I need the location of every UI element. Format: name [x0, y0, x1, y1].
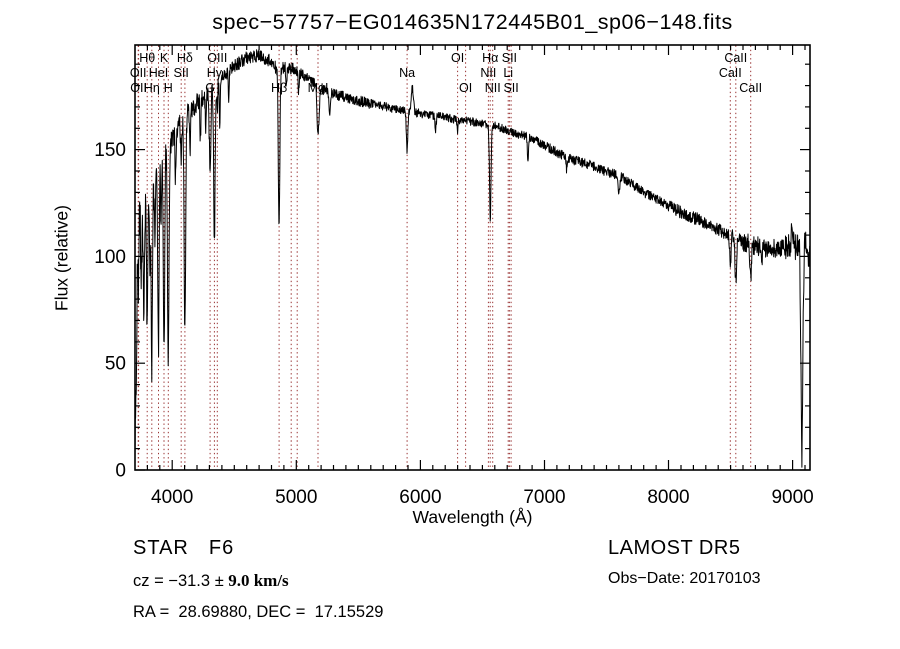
- spectral-line-label: NII: [480, 66, 496, 80]
- spectral-line-label: OIII: [207, 51, 227, 65]
- spectral-line-label: Hδ: [177, 51, 193, 65]
- y-tick-label: 150: [94, 140, 126, 161]
- y-tick-label: 100: [94, 247, 126, 268]
- x-axis-label: Wavelength (Å): [412, 507, 533, 527]
- spectral-line-label: SII: [174, 66, 189, 80]
- spectral-line-label: NII: [485, 81, 501, 95]
- x-tick-label: 6000: [399, 487, 441, 508]
- spectral-line-label: Hγ: [207, 66, 223, 80]
- spectral-line-label: CaII: [739, 81, 762, 95]
- classification-line: STAR F6: [133, 537, 234, 560]
- y-axis-label: Flux (relative): [51, 205, 72, 311]
- spectral-line-label: Hθ: [139, 51, 155, 65]
- spectral-line-label: Hβ: [271, 81, 287, 95]
- x-tick-label: 4000: [151, 487, 193, 508]
- radial-velocity-line: cz = −31.3 ± 9.0 km/s: [133, 571, 289, 591]
- object-class: STAR: [133, 537, 189, 559]
- spectral-line-label: H: [164, 81, 173, 95]
- ra-dec-line: RA = 28.69880, DEC = 17.15529: [133, 603, 384, 621]
- spectral-line-label: SII: [503, 81, 518, 95]
- spectral-line-label: G: [205, 81, 215, 95]
- cz-value: cz = −31.3: [133, 572, 215, 590]
- spectral-line-label: CaII: [724, 51, 747, 65]
- cz-uncertainty: ± 9.0 km/s: [214, 571, 289, 590]
- x-tick-label: 7000: [523, 487, 565, 508]
- spectral-line-label: OI: [459, 81, 472, 95]
- x-tick-label: 8000: [647, 487, 689, 508]
- x-tick-label: 5000: [275, 487, 317, 508]
- x-tick-label: 9000: [771, 487, 813, 508]
- spectral-line-label: OI: [451, 51, 464, 65]
- plot-frame: [134, 44, 811, 471]
- spectrum-path: [134, 49, 811, 468]
- spectral-line-label: HeI: [149, 66, 168, 80]
- spectral-line-label: OII: [130, 66, 147, 80]
- survey-release-label: LAMOST DR5: [608, 537, 741, 559]
- spectral-line-label: Hη: [144, 81, 160, 95]
- y-tick-label: 50: [105, 354, 126, 375]
- spectral-line-label: SII: [502, 51, 517, 65]
- spectral-line-label: Na: [399, 66, 415, 80]
- obs-date-label: Obs−Date: 20170103: [608, 570, 761, 587]
- chart-title: spec−57757−EG014635N172445B01_sp06−148.f…: [212, 10, 733, 34]
- spectral-line-label: Hα: [482, 51, 498, 65]
- spectral-line-label: CaII: [719, 66, 742, 80]
- spectral-line-label: Li: [503, 66, 513, 80]
- y-tick-label: 0: [115, 461, 126, 482]
- spectral-line-label: K: [160, 51, 169, 65]
- object-subclass: F6: [208, 537, 235, 559]
